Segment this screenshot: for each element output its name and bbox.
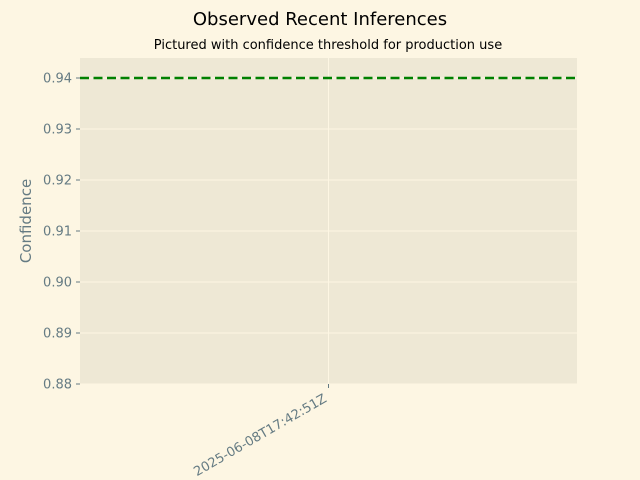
y-axis-label: Confidence	[17, 179, 35, 263]
y-axis-ticks: 0.88 0.89 0.90 0.91 0.92 0.93 0.94	[43, 72, 80, 393]
chart-subtitle: Pictured with confidence threshold for p…	[154, 38, 502, 53]
y-tick-label: 0.92	[43, 174, 72, 189]
y-tick-label: 0.94	[43, 72, 72, 87]
chart-title: Observed Recent Inferences	[193, 9, 447, 30]
y-tick-label: 0.88	[43, 378, 72, 393]
y-tick-label: 0.89	[43, 327, 72, 342]
y-tick-label: 0.93	[43, 123, 72, 138]
y-tick-label: 0.90	[43, 276, 72, 291]
y-tick-label: 0.91	[43, 225, 72, 240]
